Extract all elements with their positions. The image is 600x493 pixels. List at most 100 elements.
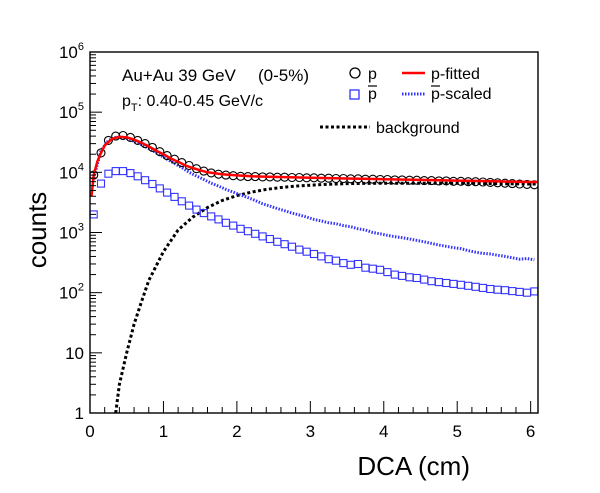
svg-text:p-scaled: p-scaled (431, 86, 491, 103)
pbar-point (361, 263, 370, 272)
p-point (522, 179, 532, 189)
pbar-point (258, 232, 267, 241)
pbar-point (324, 255, 333, 264)
pbar-point (243, 227, 252, 236)
legend-marker-open-square (349, 89, 360, 100)
legend-label-p: p (368, 66, 377, 83)
legend-label-pbar-scaled-p: p (431, 86, 440, 103)
pbar-point (104, 169, 113, 178)
pbar-point (500, 286, 510, 295)
pbar-point (229, 221, 238, 230)
series-line-p-fitted (90, 135, 538, 197)
pbar-point (376, 265, 385, 274)
pbar-point (141, 176, 150, 185)
pbar-point (530, 287, 538, 296)
legend-marker-open-circle (349, 67, 361, 79)
x-tick-label: 0 (85, 422, 94, 441)
series-line-background (114, 181, 538, 413)
pbar-point (111, 167, 120, 176)
legend-item-pbar-scaled: p-scaled (402, 85, 491, 103)
y-tick-label: 104 (59, 161, 84, 182)
pbar-point (456, 280, 465, 289)
pbar-point (251, 229, 260, 238)
pbar-point (207, 212, 216, 221)
legend-label-background: background (376, 120, 460, 137)
pbar-point (295, 245, 304, 254)
y-axis-title: counts (22, 192, 52, 269)
x-tick-label: 1 (159, 422, 168, 441)
y-tick-label: 102 (59, 282, 84, 303)
pbar-point (434, 278, 443, 287)
pbar-point (464, 281, 473, 290)
pbar-point (442, 278, 451, 288)
pbar-point (133, 172, 142, 181)
pbar-point (148, 179, 157, 189)
pbar-point (236, 224, 245, 233)
legend-item-pbar: p (349, 85, 377, 103)
pt-symbol: p (122, 93, 131, 110)
x-tick-label: 3 (306, 422, 315, 441)
legend-item-p-fitted: p-fitted (402, 66, 480, 83)
p-point (507, 179, 517, 189)
legend-label-pbar: p (368, 86, 377, 103)
pbar-point (390, 270, 399, 279)
x-tick-label: 2 (232, 422, 241, 441)
pbar-point (522, 288, 532, 297)
pbar-point (383, 268, 392, 277)
pbar-point (427, 277, 436, 286)
legend-label-pbar-scaled-suffix: -scaled (440, 86, 492, 103)
pbar-point (265, 234, 274, 244)
pbar-point (420, 275, 429, 284)
pbar-point (449, 279, 458, 288)
pt-subscript: T (131, 102, 138, 114)
pbar-point (478, 283, 487, 292)
pbar-point (493, 285, 502, 294)
pbar-point (214, 215, 223, 224)
system-label: Au+Au 39 GeV (122, 66, 237, 85)
pbar-point (354, 259, 363, 269)
pbar-point (126, 169, 135, 178)
p-point (96, 148, 106, 158)
pt-label: pT: 0.40-0.45 GeV/c (122, 93, 263, 114)
legend-label-p-fitted: p-fitted (431, 66, 480, 83)
pbar-point (412, 273, 421, 283)
pbar-point (280, 240, 289, 249)
p-point (515, 179, 525, 189)
pbar-point (118, 167, 128, 176)
x-tick-label: 4 (379, 422, 388, 441)
pbar-point (471, 282, 480, 291)
pbar-point (287, 242, 297, 251)
pbar-point (368, 264, 377, 273)
x-tick-label: 6 (526, 422, 535, 441)
pbar-point (155, 184, 164, 193)
pbar-point (405, 273, 414, 282)
pbar-point (486, 284, 495, 294)
pbar-point (96, 179, 106, 188)
chart-marks (90, 130, 538, 413)
pbar-point (508, 287, 517, 296)
pbar-point (177, 197, 186, 206)
pt-range: : 0.40-0.45 GeV/c (138, 93, 263, 110)
y-tick-label: 103 (59, 222, 84, 243)
pbar-point (317, 252, 326, 261)
y-tick-label: 106 (59, 41, 84, 62)
pbar-point (273, 237, 282, 246)
pbar-point (302, 247, 311, 256)
p-point (103, 135, 113, 145)
y-tick-label: 10 (65, 344, 84, 363)
pbar-point (309, 249, 319, 259)
pbar-point (331, 256, 341, 265)
pbar-point (163, 188, 172, 197)
pbar-point (221, 218, 230, 227)
legend-item-p: p (349, 66, 377, 83)
legend: p p-fitted p p-scaled background (320, 66, 491, 137)
centrality-label: (0-5%) (258, 66, 309, 85)
pbar-point (398, 271, 407, 280)
y-tick-label: 1 (75, 404, 84, 423)
y-tick-label: 105 (59, 101, 84, 122)
p-point (162, 151, 172, 161)
pbar-point (339, 259, 348, 268)
p-point (500, 178, 510, 188)
